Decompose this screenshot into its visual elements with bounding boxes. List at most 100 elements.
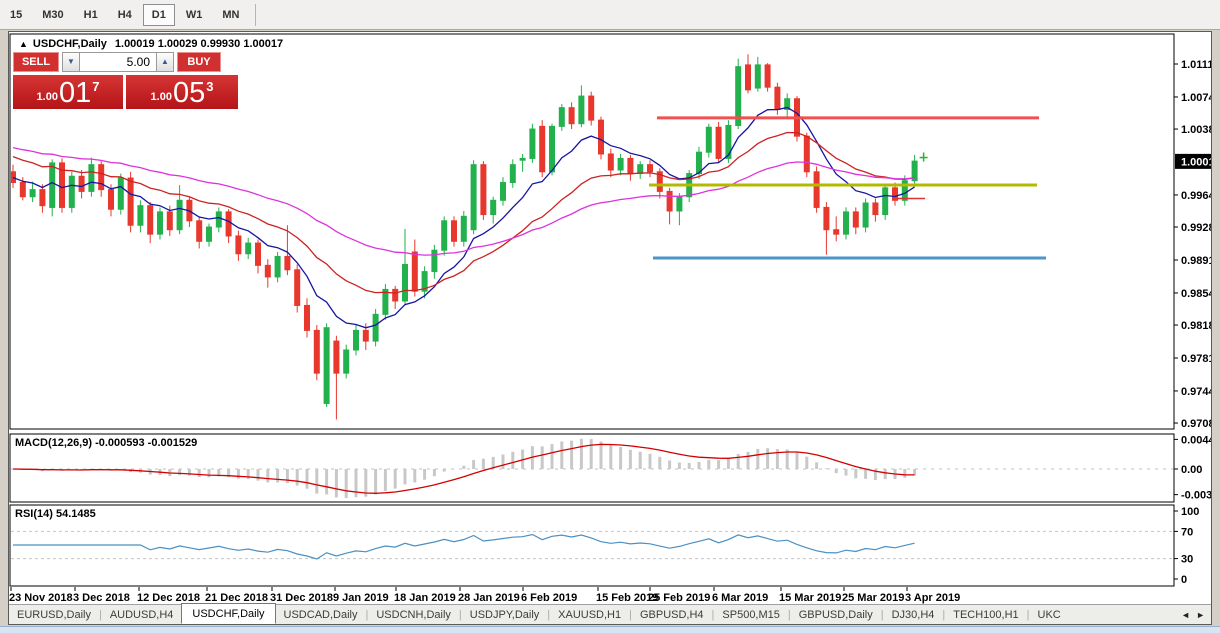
svg-text:100: 100: [1181, 506, 1199, 518]
tab-separator: |: [98, 608, 102, 621]
date-axis[interactable]: 23 Nov 2018 3 Dec 2018 12 Dec 2018 21 Dec 2…: [9, 587, 960, 604]
svg-text:0.98540: 0.98540: [1181, 288, 1211, 300]
slow-ma: [12, 146, 915, 256]
rsi-label: RSI(14) 54.1485: [15, 508, 96, 520]
timeframe-toolbar: 15 M30 H1 H4 D1 W1 MN: [0, 0, 1220, 30]
svg-text:0.004487: 0.004487: [1181, 434, 1211, 446]
svg-text:3 Dec 2018: 3 Dec 2018: [73, 592, 130, 604]
volume-decrease-button[interactable]: ▼: [62, 52, 80, 72]
chart-tab-audusd-h4[interactable]: AUDUSD,H4: [109, 608, 174, 621]
tab-scroll-arrows: ◄ ►: [1181, 610, 1211, 620]
svg-text:1.01110: 1.01110: [1181, 59, 1211, 71]
chart-tab-bar: EURUSD,Daily | AUDUSD,H4 USDCHF,Daily USDCAD…: [9, 603, 1211, 624]
chart-ohlc-values: 1.00019 1.00029 0.99930 1.00017: [114, 38, 284, 50]
svg-text:15 Mar 2019: 15 Mar 2019: [779, 592, 841, 604]
sell-price-pip: 7: [92, 79, 100, 94]
svg-text:25 Mar 2019: 25 Mar 2019: [842, 592, 904, 604]
macd-panel: MACD(12,26,9) -0.000593 -0.001529 0.00448…: [11, 434, 1211, 502]
sell-button[interactable]: SELL: [13, 52, 59, 72]
timeframe-button-m30[interactable]: M30: [42, 8, 64, 21]
timeframe-button-h4[interactable]: H4: [117, 8, 132, 21]
macd-label: MACD(12,26,9) -0.000593 -0.001529: [15, 437, 197, 449]
chart-tab-xauusd-h1[interactable]: XAUUSD,H1: [558, 608, 622, 621]
chart-tab-sp500-m15[interactable]: SP500,M15: [722, 608, 780, 621]
buy-price-panel[interactable]: 1.00 05 3: [126, 75, 238, 109]
buy-button[interactable]: BUY: [177, 52, 221, 72]
svg-text:0.97080: 0.97080: [1181, 418, 1211, 430]
chart-tab-gbpusd-h4[interactable]: GBPUSD,H4: [639, 608, 704, 621]
chart-tab-ukc[interactable]: UKC: [1037, 608, 1061, 621]
chart-tab-tech100-h1[interactable]: TECH100,H1: [953, 608, 1019, 621]
chart-tab-eurusd-daily[interactable]: EURUSD,Daily: [17, 608, 91, 621]
timeframe-button-d1[interactable]: D1: [142, 3, 175, 26]
timeframe-button-15[interactable]: 15: [10, 8, 23, 21]
chart-tab-dj30-h4[interactable]: DJ30,H4: [891, 608, 935, 621]
sell-price-panel[interactable]: 1.00 01 7: [13, 75, 123, 109]
chart-tab-usdcad-daily[interactable]: USDCAD,Daily: [283, 608, 358, 621]
volume-input[interactable]: [80, 52, 156, 72]
moving-averages: [12, 106, 915, 329]
buy-price-pip: 3: [206, 79, 214, 94]
fast-ma: [12, 106, 915, 329]
tab-scroll-right-icon[interactable]: ►: [1196, 609, 1205, 620]
svg-text:0: 0: [1181, 574, 1187, 586]
svg-text:0.98910: 0.98910: [1181, 255, 1211, 267]
tab-separator: |: [711, 608, 715, 621]
svg-text:31 Dec 2018: 31 Dec 2018: [270, 592, 333, 604]
tab-separator: |: [880, 608, 884, 621]
tab-scroll-left-icon[interactable]: ◄: [1181, 609, 1191, 620]
expand-triangle-icon[interactable]: ▲: [19, 39, 28, 49]
svg-text:1.00380: 1.00380: [1181, 124, 1211, 136]
svg-text:12 Dec 2018: 12 Dec 2018: [137, 592, 200, 604]
tab-separator: |: [1026, 608, 1030, 621]
svg-text:28 Jan 2019: 28 Jan 2019: [458, 592, 520, 604]
svg-text:15 Feb 2019: 15 Feb 2019: [596, 592, 658, 604]
svg-text:30: 30: [1181, 554, 1193, 566]
svg-text:23 Nov 2018: 23 Nov 2018: [9, 592, 73, 604]
chart-tab-gbpusd-daily[interactable]: GBPUSD,Daily: [798, 608, 873, 621]
candles: [11, 54, 918, 420]
svg-text:0.00: 0.00: [1181, 464, 1202, 476]
svg-text:0.99640: 0.99640: [1181, 190, 1211, 202]
chart-symbol-title: USDCHF,Daily: [32, 38, 107, 50]
price-axis[interactable]: 1.01110 1.00740 1.00380 0.99640 0.99280 0.989…: [1174, 59, 1211, 430]
chart-markers: [897, 152, 928, 200]
svg-text:0.98180: 0.98180: [1181, 320, 1211, 332]
rsi-panel: RSI(14) 54.1485 100 70 30 0: [11, 506, 1199, 586]
rsi-line: [13, 533, 915, 560]
svg-text:3 Apr 2019: 3 Apr 2019: [905, 592, 960, 604]
svg-text:1.00017: 1.00017: [1181, 156, 1211, 168]
status-strip: [0, 626, 1220, 633]
timeframe-button-mn[interactable]: MN: [222, 8, 240, 21]
timeframe-button-h1[interactable]: H1: [83, 8, 98, 21]
horizontal-lines[interactable]: [649, 116, 1046, 260]
current-price-badge: [1175, 153, 1211, 169]
chart-tab-usdcnh-daily[interactable]: USDCNH,Daily: [376, 608, 451, 621]
svg-text:21 Dec 2018: 21 Dec 2018: [205, 592, 268, 604]
svg-text:6 Feb 2019: 6 Feb 2019: [521, 592, 577, 604]
chart-title-bar: ▲ USDCHF,Daily 1.00019 1.00029 0.99930 1.0…: [19, 38, 283, 50]
svg-text:1.00740: 1.00740: [1181, 92, 1211, 104]
mid-ma: [12, 131, 915, 294]
svg-text:-0.003883: -0.003883: [1181, 490, 1211, 502]
chart-tab-usdjpy-daily[interactable]: USDJPY,Daily: [469, 608, 540, 621]
tab-separator: |: [629, 608, 632, 621]
sell-price-big: 01: [58, 77, 92, 109]
window-edge: [1212, 31, 1220, 626]
svg-text:70: 70: [1181, 526, 1193, 538]
timeframe-button-w1[interactable]: W1: [185, 8, 203, 21]
tab-separator: |: [458, 608, 462, 621]
svg-text:6 Mar 2019: 6 Mar 2019: [712, 592, 768, 604]
sell-price-prefix: 1.00: [36, 91, 58, 103]
toolbar-separator: [255, 3, 257, 26]
tab-separator: |: [365, 608, 369, 621]
buy-price-prefix: 1.00: [150, 91, 172, 103]
price-chart-canvas[interactable]: 1.01110 1.00740 1.00380 0.99640 0.99280 0.989…: [9, 32, 1211, 624]
macd-signal-line: [12, 443, 915, 494]
tab-separator: |: [547, 608, 551, 621]
svg-text:25 Feb 2019: 25 Feb 2019: [648, 592, 710, 604]
volume-increase-button[interactable]: ▲: [156, 52, 174, 72]
chart-tab-usdchf-daily[interactable]: USDCHF,Daily: [181, 603, 276, 624]
